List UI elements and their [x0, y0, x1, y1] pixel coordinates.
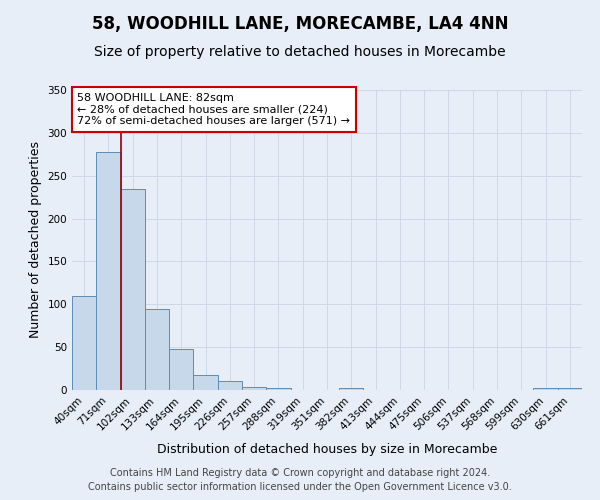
Bar: [96, 152, 121, 390]
Bar: [169, 349, 193, 390]
Bar: [72, 296, 96, 390]
Bar: [218, 380, 242, 390]
Bar: [533, 388, 558, 390]
Text: 58 WOODHILL LANE: 82sqm
← 28% of detached houses are smaller (224)
72% of semi-d: 58 WOODHILL LANE: 82sqm ← 28% of detache…: [77, 93, 350, 126]
X-axis label: Distribution of detached houses by size in Morecambe: Distribution of detached houses by size …: [157, 443, 497, 456]
Bar: [193, 374, 218, 390]
Text: Contains public sector information licensed under the Open Government Licence v3: Contains public sector information licen…: [88, 482, 512, 492]
Bar: [339, 388, 364, 390]
Bar: [121, 190, 145, 390]
Bar: [145, 308, 169, 390]
Text: Size of property relative to detached houses in Morecambe: Size of property relative to detached ho…: [94, 45, 506, 59]
Text: 58, WOODHILL LANE, MORECAMBE, LA4 4NN: 58, WOODHILL LANE, MORECAMBE, LA4 4NN: [92, 15, 508, 33]
Bar: [558, 388, 582, 390]
Bar: [266, 388, 290, 390]
Bar: [242, 386, 266, 390]
Text: Contains HM Land Registry data © Crown copyright and database right 2024.: Contains HM Land Registry data © Crown c…: [110, 468, 490, 477]
Y-axis label: Number of detached properties: Number of detached properties: [29, 142, 42, 338]
